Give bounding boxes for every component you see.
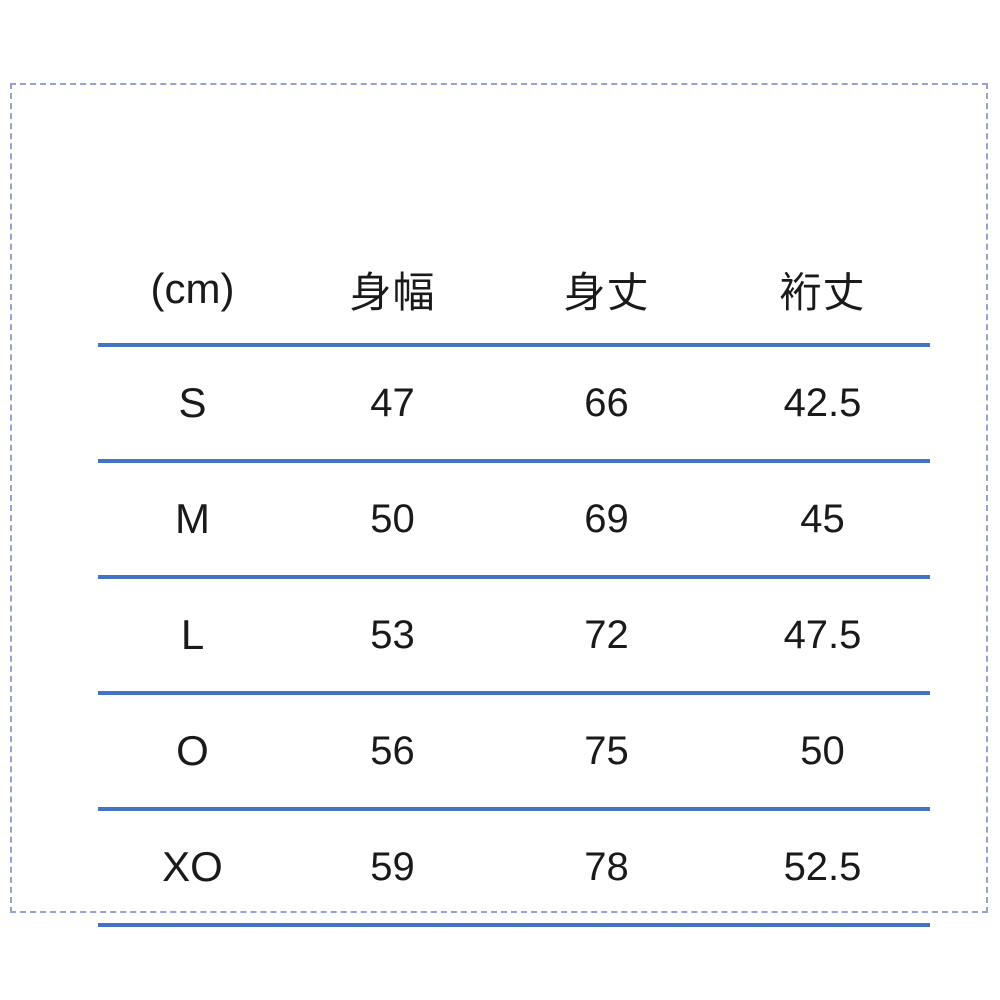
measurement-value: 69 [584, 496, 629, 541]
measurement-value: 56 [370, 728, 415, 773]
measurement-value: 50 [370, 496, 415, 541]
size-label: M [175, 495, 210, 542]
measurement-value: 53 [370, 612, 415, 657]
measurement-value: 59 [370, 844, 415, 889]
column-header-body-length: 身丈 [563, 268, 650, 316]
table-row: O 56 75 50 [98, 695, 930, 811]
column-header-sleeve-length: 裄丈 [779, 268, 866, 316]
table-header-row: (cm) 身幅 身丈 裄丈 [98, 235, 930, 347]
size-label: S [178, 379, 207, 426]
measurement-value: 75 [584, 728, 629, 773]
measurement-value: 52.5 [783, 844, 862, 889]
measurement-value: 50 [800, 728, 845, 773]
measurement-value: 47.5 [783, 612, 862, 657]
table-row: S 47 66 42.5 [98, 347, 930, 463]
measurement-value: 72 [584, 612, 629, 657]
unit-label: (cm) [150, 265, 235, 312]
size-label: L [180, 611, 205, 658]
table-row: M 50 69 45 [98, 463, 930, 579]
measurement-value: 78 [584, 844, 629, 889]
measurement-value: 47 [370, 380, 415, 425]
size-label: O [176, 727, 209, 774]
size-chart-table: (cm) 身幅 身丈 裄丈 S 47 66 42.5 M 50 69 45 L 53 72 47.5 O… [98, 235, 930, 927]
column-header-body-width: 身幅 [349, 268, 436, 316]
dashed-selection-frame: (cm) 身幅 身丈 裄丈 S 47 66 42.5 M 50 69 45 L 53 72 47.5 O… [10, 83, 988, 927]
table-row: L 53 72 47.5 [98, 579, 930, 695]
measurement-value: 66 [584, 380, 629, 425]
measurement-value: 42.5 [783, 380, 862, 425]
measurement-value: 45 [800, 496, 845, 541]
size-label: XO [162, 843, 223, 890]
table-row: XO 59 78 52.5 [98, 811, 930, 927]
